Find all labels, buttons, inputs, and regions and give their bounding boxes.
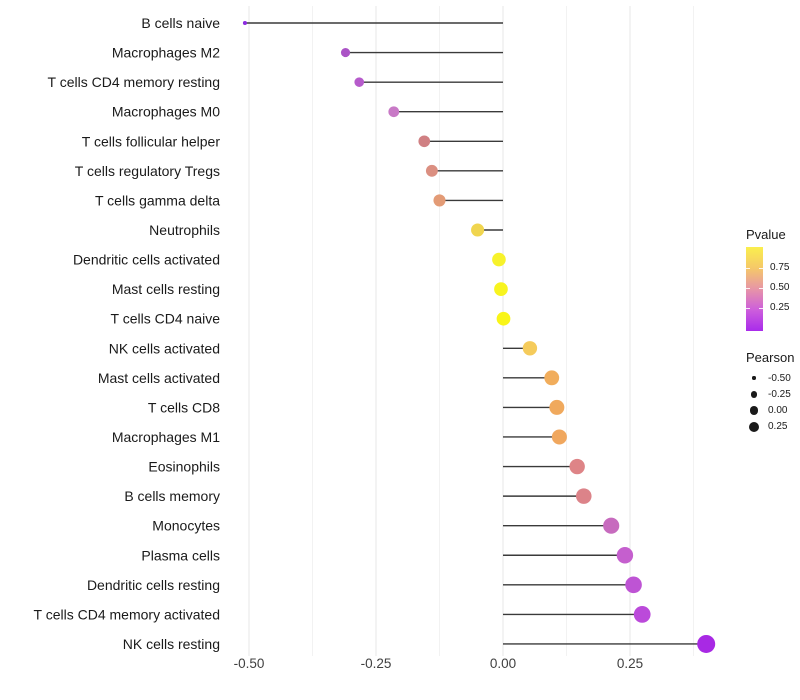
lollipop-dot xyxy=(494,282,508,296)
y-axis-label: T cells follicular helper xyxy=(82,133,221,149)
size-legend-dot xyxy=(752,376,756,380)
y-axis-label: T cells CD4 memory activated xyxy=(34,606,220,622)
lollipop-dot xyxy=(616,547,634,564)
y-axis-label: B cells memory xyxy=(124,488,220,504)
y-axis-label: T cells CD8 xyxy=(148,399,220,415)
colorbar-notch xyxy=(759,288,763,289)
lollipop-dot xyxy=(492,252,506,267)
lollipop-dot xyxy=(569,458,585,475)
y-axis-label: Dendritic cells resting xyxy=(87,577,220,593)
lollipop-dot xyxy=(575,488,592,504)
size-legend-dot xyxy=(749,406,759,415)
colorbar-notch xyxy=(759,268,763,269)
y-axis-label: NK cells resting xyxy=(123,636,220,652)
size-legend-label: -0.25 xyxy=(768,388,791,400)
y-axis-label: Eosinophils xyxy=(148,459,220,475)
lollipop-dot xyxy=(603,517,620,534)
y-axis-label: B cells naive xyxy=(141,15,220,31)
y-axis-label: Dendritic cells activated xyxy=(73,252,220,268)
lollipop-dot xyxy=(418,135,431,148)
lollipop-dot xyxy=(549,399,565,415)
y-axis-label: Mast cells activated xyxy=(98,370,220,386)
y-axis-label: Monocytes xyxy=(152,518,220,534)
x-axis-tick-label: -0.50 xyxy=(234,656,265,671)
y-axis-label: T cells CD4 naive xyxy=(111,311,221,327)
colorbar-notch xyxy=(746,308,750,309)
lollipop-dot xyxy=(522,341,538,356)
pearson-legend-title: Pearson xyxy=(746,350,795,365)
colorbar-notch xyxy=(759,308,763,309)
lollipop-dot xyxy=(544,370,560,386)
pvalue-colorbar xyxy=(746,247,763,331)
lollipop-dot xyxy=(242,20,247,26)
lollipop-dot xyxy=(354,77,365,87)
lollipop-dot xyxy=(625,576,642,594)
lollipop-dot xyxy=(633,606,651,623)
lollipop-dot xyxy=(496,311,511,326)
size-legend-label: -0.50 xyxy=(768,372,791,384)
x-axis-tick-label: 0.00 xyxy=(490,656,516,671)
pearson-size-legend: Pearson -0.50 -0.25 0.00 0.25 xyxy=(746,351,800,441)
pvalue-legend: Pvalue 0.75 0.50 0.25 xyxy=(746,228,800,338)
lollipop-dot xyxy=(425,164,438,177)
pvalue-legend-title: Pvalue xyxy=(746,227,786,242)
colorbar-notch xyxy=(746,268,750,269)
x-axis-tick-label: -0.25 xyxy=(361,656,392,671)
size-legend-dot xyxy=(748,421,760,433)
pvalue-tick-label: 0.75 xyxy=(770,262,790,273)
size-legend-label: 0.00 xyxy=(768,405,788,417)
lollipop-dot xyxy=(433,194,446,207)
pvalue-tick-label: 0.50 xyxy=(770,282,790,293)
y-axis-label: Plasma cells xyxy=(141,547,220,563)
y-axis-label: Macrophages M2 xyxy=(112,45,220,61)
lollipop-dot xyxy=(697,634,716,653)
y-axis-label: T cells regulatory Tregs xyxy=(75,163,220,179)
y-axis-label: Neutrophils xyxy=(149,222,220,238)
y-axis-label: T cells gamma delta xyxy=(95,192,220,208)
lollipop-dot xyxy=(340,48,351,58)
lollipop-dot xyxy=(551,429,567,445)
pvalue-tick-label: 0.25 xyxy=(770,302,790,313)
y-axis-label: Macrophages M1 xyxy=(112,429,220,445)
size-legend-dot xyxy=(750,390,758,398)
y-axis-label: T cells CD4 memory resting xyxy=(48,74,220,90)
lollipop-dot xyxy=(471,223,485,237)
size-legend-label: 0.25 xyxy=(768,421,788,433)
x-axis-tick-label: 0.25 xyxy=(617,656,643,671)
lollipop-dot xyxy=(388,106,400,118)
y-axis-label: NK cells activated xyxy=(109,340,220,356)
colorbar-notch xyxy=(746,288,750,289)
y-axis-label: Mast cells resting xyxy=(112,281,220,297)
y-axis-label: Macrophages M0 xyxy=(112,104,220,120)
